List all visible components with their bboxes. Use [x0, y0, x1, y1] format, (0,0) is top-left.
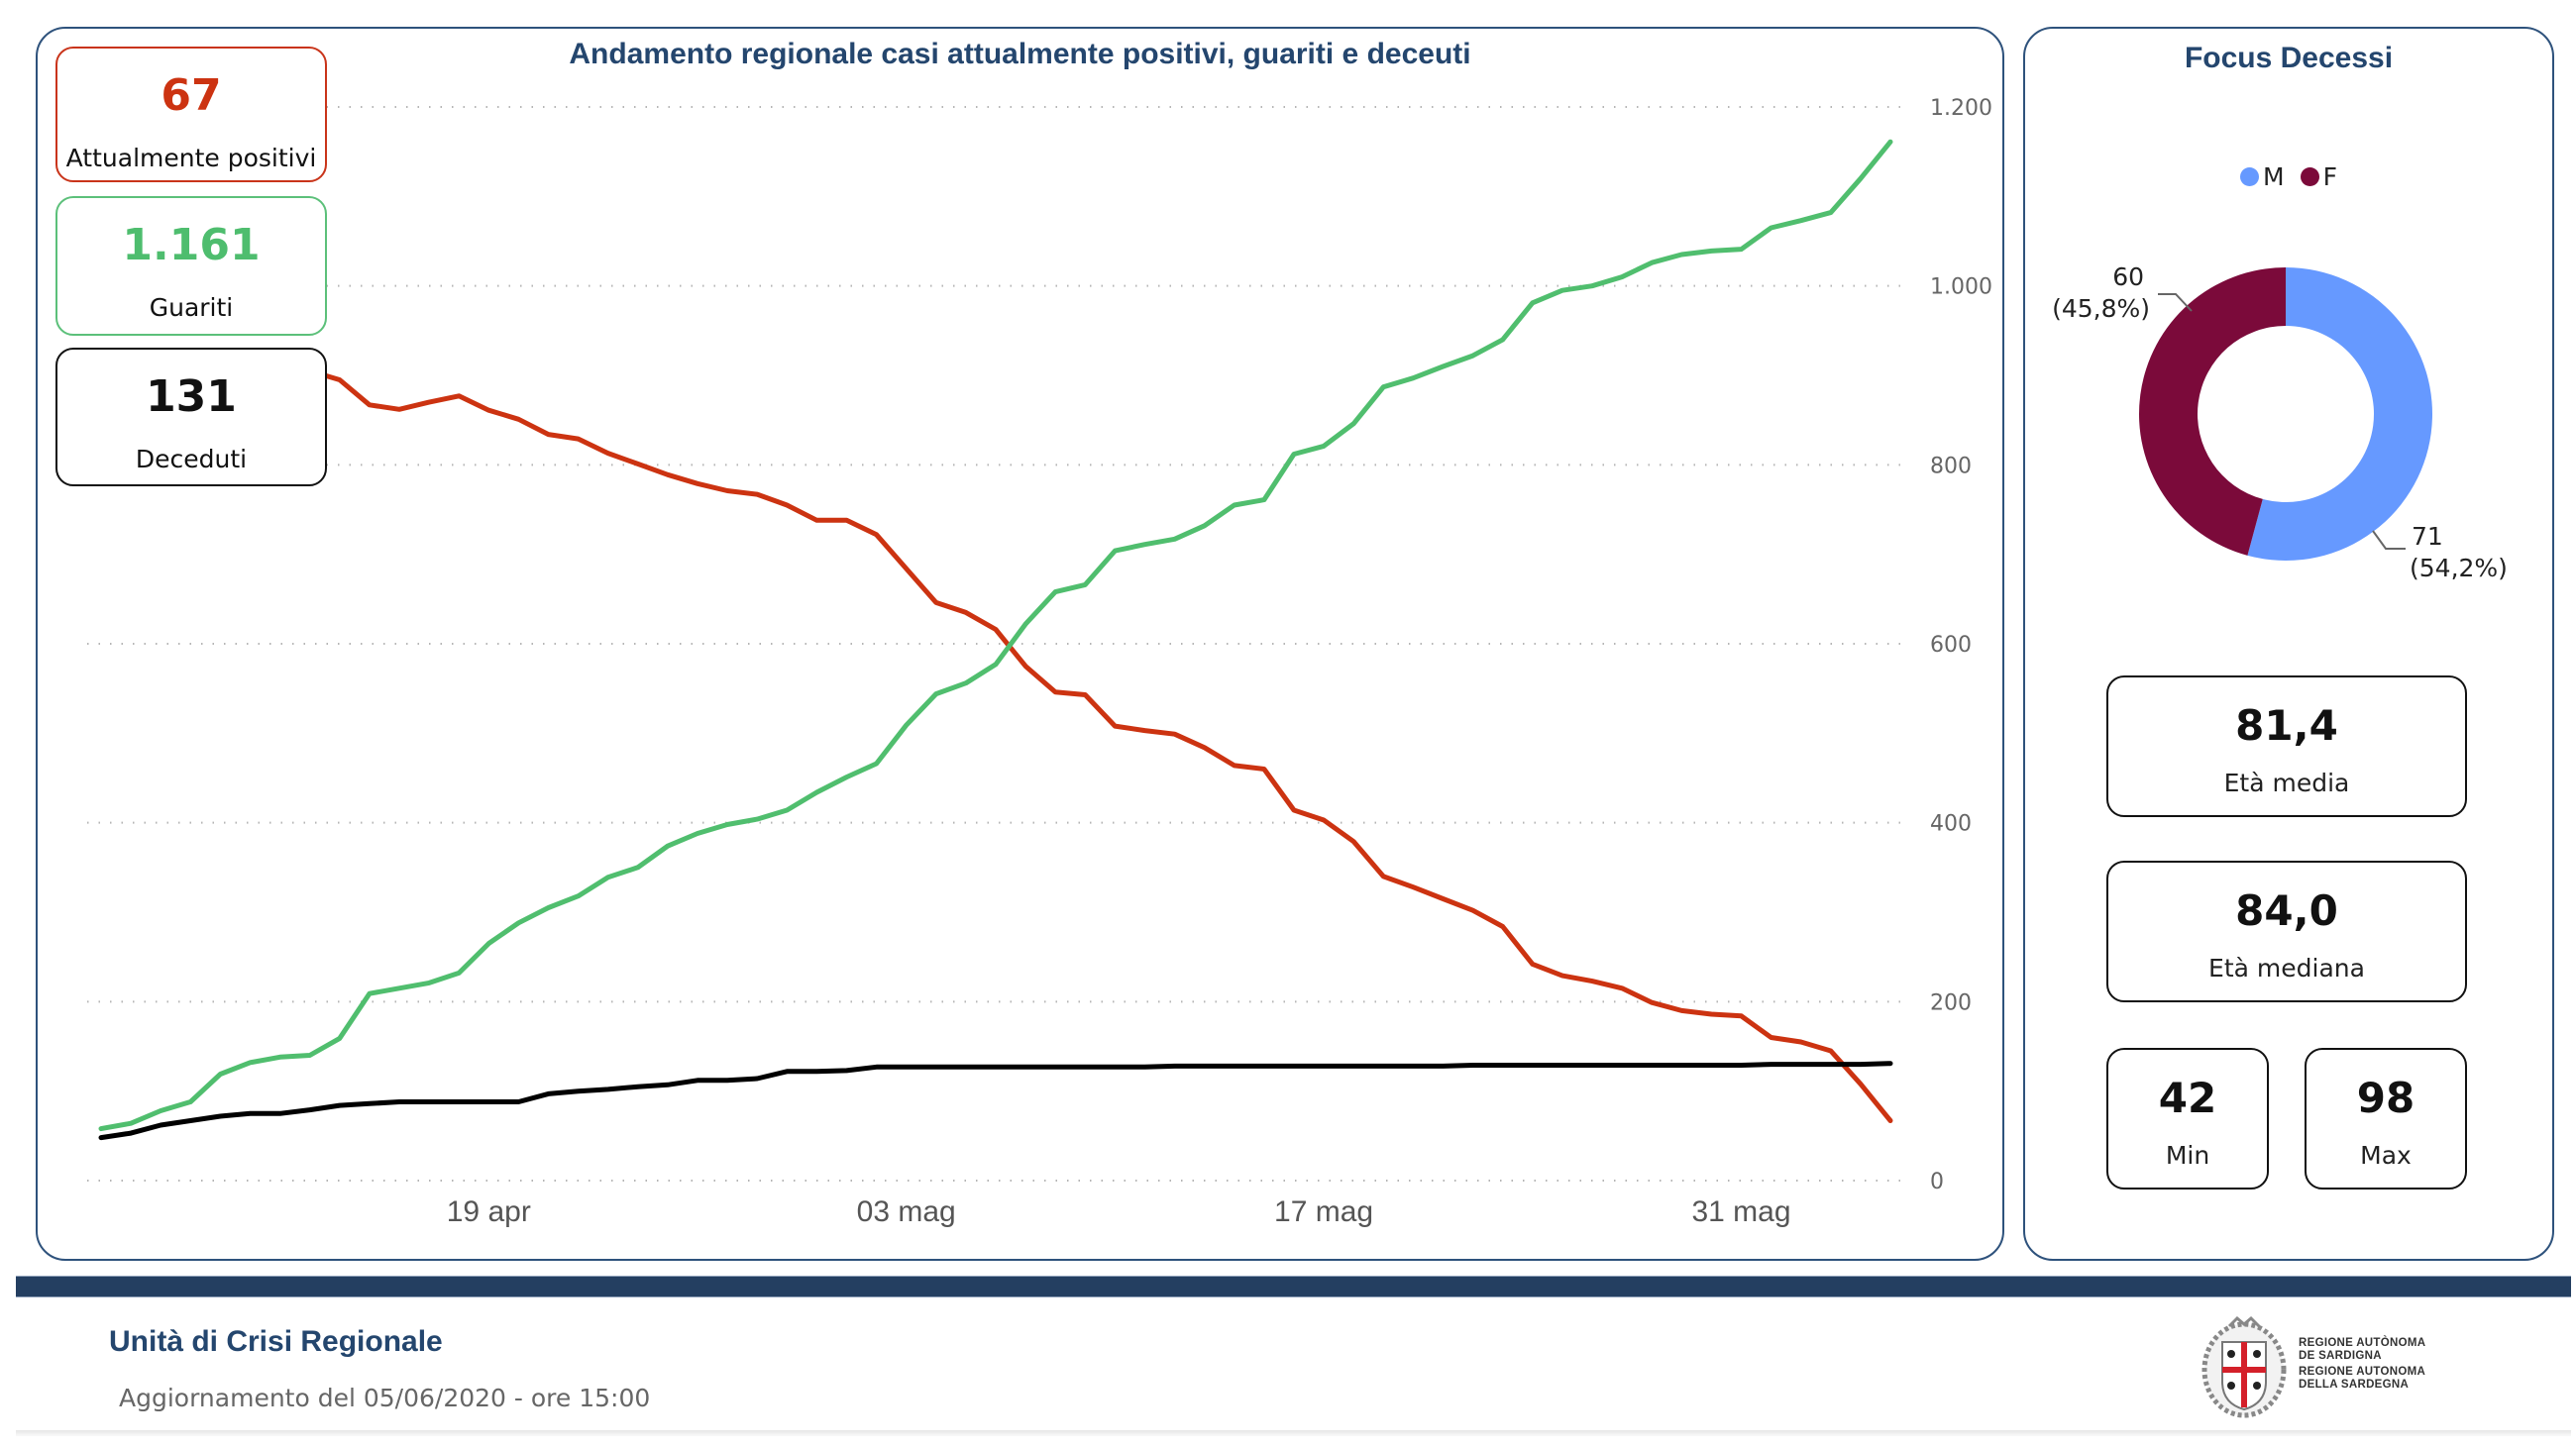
- y-axis-ticks: 0 200 400 600 800 1.000 1.200: [1930, 96, 1992, 1194]
- stat-label: Max: [2360, 1141, 2412, 1170]
- kpi-value: 67: [161, 70, 222, 121]
- donut-label-f: 60 (45,8%): [2051, 261, 2150, 325]
- trend-chart-panel: [36, 27, 2004, 1261]
- logo-line: REGIONE AUTONOMA: [2299, 1366, 2426, 1378]
- stat-card-min: 42 Min: [2106, 1048, 2269, 1190]
- donut-label-pct: (45,8%): [2052, 294, 2150, 323]
- logo-line: DE SARDIGNA: [2299, 1350, 2382, 1362]
- kpi-card-attualmente-positivi[interactable]: 67 Attualmente positivi: [55, 47, 327, 182]
- y-tick-label: 200: [1930, 990, 1972, 1015]
- x-axis-ticks: 19 apr 03 mag 17 mag 31 mag: [447, 1195, 1791, 1228]
- kpi-label: Attualmente positivi: [65, 144, 317, 172]
- series-line-attualmente-positivi: [98, 360, 1893, 1123]
- stat-card-eta-mediana: 84,0 Età mediana: [2106, 861, 2467, 1002]
- series-line-deceduti: [98, 1061, 1893, 1141]
- y-tick-label: 1.200: [1930, 96, 1992, 121]
- footer-title: Unità di Crisi Regionale: [109, 1325, 443, 1358]
- side-panel-title: Focus Decessi: [2184, 42, 2394, 74]
- stat-value: 98: [2356, 1074, 2415, 1122]
- update-timestamp: Aggiornamento del 05/06/2020 - ore 15:00: [119, 1384, 651, 1412]
- logo-line: DELLA SARDEGNA: [2299, 1379, 2410, 1391]
- y-tick-label: 0: [1930, 1170, 1944, 1194]
- y-tick-label: 400: [1930, 812, 1972, 837]
- kpi-value: 1.161: [122, 220, 261, 270]
- donut-slice-f: [2139, 267, 2286, 556]
- region-logo-text: REGIONE AUTÒNOMA DE SARDIGNA REGIONE AUT…: [2299, 1337, 2425, 1392]
- legend-label: M: [2263, 162, 2285, 191]
- stat-label: Età mediana: [2208, 954, 2365, 983]
- kpi-card-guariti[interactable]: 1.161 Guariti: [55, 196, 327, 336]
- legend-item-m[interactable]: M: [2240, 162, 2293, 191]
- legend-item-f[interactable]: F: [2300, 162, 2337, 191]
- legend-dot-icon: [2300, 167, 2319, 186]
- donut-label-m: 71 (54,2%): [2410, 521, 2508, 584]
- legend-label: F: [2322, 162, 2337, 191]
- leader-line-f: [2158, 293, 2193, 312]
- x-tick-label: 19 apr: [447, 1195, 531, 1228]
- logo-line: REGIONE AUTÒNOMA: [2299, 1337, 2426, 1349]
- line-series: [98, 139, 1893, 1141]
- stat-value: 42: [2158, 1074, 2217, 1122]
- donut-label-pct: (54,2%): [2410, 554, 2508, 582]
- y-tick-label: 600: [1930, 633, 1972, 658]
- stat-value: 84,0: [2235, 886, 2338, 935]
- gridlines: [87, 106, 1904, 1182]
- kpi-value: 131: [146, 371, 237, 422]
- donut-slice-m: [2247, 267, 2432, 562]
- stat-label: Età media: [2223, 769, 2350, 797]
- y-tick-label: 1.000: [1930, 275, 1992, 300]
- stat-label: Min: [2165, 1141, 2210, 1170]
- donut-label-count: 71: [2412, 522, 2443, 551]
- series-line-guariti: [98, 139, 1893, 1132]
- footer-divider-bar: [16, 1276, 2571, 1297]
- chart-title: Andamento regionale casi attualmente pos…: [569, 38, 1471, 70]
- stat-card-max: 98 Max: [2305, 1048, 2467, 1190]
- legend-dot-icon: [2240, 167, 2260, 186]
- x-tick-label: 31 mag: [1691, 1195, 1790, 1228]
- stat-value: 81,4: [2235, 701, 2338, 750]
- leader-line-m: [2372, 530, 2406, 550]
- x-tick-label: 03 mag: [857, 1195, 956, 1228]
- donut-chart: [2139, 267, 2432, 562]
- stat-card-eta-media: 81,4 Età media: [2106, 675, 2467, 817]
- x-tick-label: 17 mag: [1274, 1195, 1373, 1228]
- kpi-label: Deceduti: [135, 445, 248, 473]
- donut-legend: M F: [2023, 162, 2554, 191]
- kpi-card-deceduti[interactable]: 131 Deceduti: [55, 348, 327, 486]
- donut-label-count: 60: [2112, 262, 2144, 291]
- region-coat-of-arms-icon: [2201, 1315, 2287, 1418]
- y-tick-label: 800: [1930, 454, 1972, 478]
- footer-bottom-border: [16, 1430, 2571, 1436]
- kpi-label: Guariti: [149, 293, 234, 322]
